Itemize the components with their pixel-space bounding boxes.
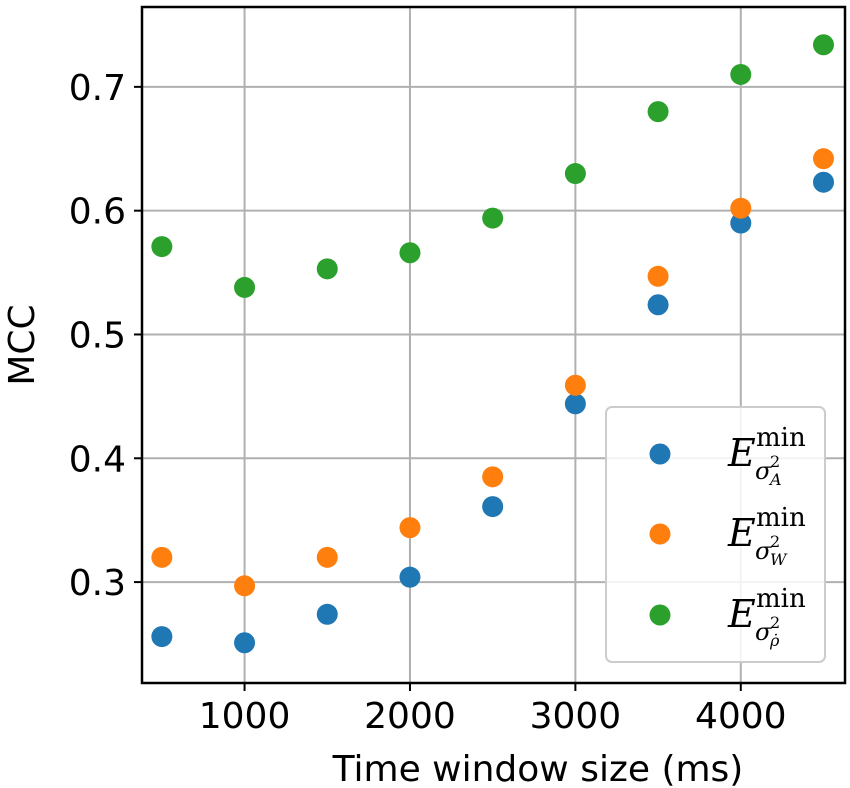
axis-ticks: 1000 2000 3000 4000 0.3 0.4 0.5 0.6 0.7 — [69, 68, 787, 737]
data-point-series-2 — [316, 546, 338, 568]
y-tick-label: 0.3 — [69, 563, 126, 604]
data-point-series-2 — [564, 374, 586, 396]
data-point-series-2 — [234, 575, 256, 597]
axes-frame — [140, 5, 847, 685]
data-point-series-3 — [812, 34, 834, 56]
data-point-series-3 — [234, 276, 256, 298]
data-point-series-2 — [151, 546, 173, 568]
data-point-series-3 — [647, 101, 669, 123]
legend-box — [605, 406, 826, 663]
data-point-series-2 — [399, 517, 421, 539]
y-tick-label: 0.5 — [69, 315, 126, 356]
data-point-series-3 — [730, 63, 752, 85]
data-point-series-3 — [316, 258, 338, 280]
y-tick-label: 0.6 — [69, 192, 126, 233]
x-tick-label: 4000 — [695, 696, 787, 737]
data-point-series-1 — [234, 632, 256, 654]
data-point-series-3 — [482, 207, 504, 229]
legend-label-base: E — [727, 592, 756, 636]
x-tick-label: 3000 — [530, 696, 622, 737]
legend-label-base: E — [727, 511, 756, 555]
legend-label-superscript: min — [756, 584, 806, 614]
data-point-series-3 — [399, 242, 421, 264]
legend-label-subscript: σ — [755, 618, 772, 646]
data-point-series-3 — [151, 236, 173, 258]
axes-border — [140, 5, 847, 685]
data-point-series-1 — [812, 171, 834, 193]
data-point-series-2 — [730, 197, 752, 219]
y-tick-label: 0.4 — [69, 439, 126, 480]
x-tick-label: 1000 — [199, 696, 291, 737]
data-point-series-1 — [316, 603, 338, 625]
legend-marker — [649, 523, 671, 545]
data-point-series-2 — [647, 265, 669, 287]
legend-label-subscript: σ — [755, 457, 772, 485]
legend-label-base: E — [727, 431, 756, 475]
data-point-series-2 — [812, 148, 834, 170]
x-tick-label: 2000 — [364, 696, 456, 737]
legend-label-subscript-subscript: W — [770, 550, 788, 569]
data-point-series-1 — [482, 496, 504, 518]
data-point-series-1 — [730, 212, 752, 234]
data-point-series-1 — [647, 294, 669, 316]
legend-label-subscript-superscript: 2 — [770, 532, 780, 551]
legend-label-superscript: min — [756, 423, 806, 453]
y-axis-label: MCC — [2, 304, 43, 385]
data-points — [151, 34, 834, 654]
legend-label-subscript-subscript: ρ̇ — [769, 631, 780, 650]
legend-label-superscript: min — [756, 503, 806, 533]
data-point-series-1 — [399, 566, 421, 588]
data-point-series-1 — [564, 393, 586, 415]
legend-label-subscript-subscript: A — [768, 470, 782, 489]
y-tick-label: 0.7 — [69, 68, 126, 109]
data-point-series-3 — [564, 163, 586, 185]
legend-label-subscript-superscript: 2 — [770, 613, 780, 632]
legend-label-subscript-superscript: 2 — [770, 452, 780, 471]
x-axis-label: Time window size (ms) — [332, 749, 744, 788]
grid-lines — [142, 7, 845, 683]
legend-label-subscript: σ — [755, 537, 772, 565]
data-point-series-1 — [151, 626, 173, 648]
legend-marker — [649, 604, 671, 626]
data-point-series-2 — [482, 466, 504, 488]
legend-marker — [649, 443, 671, 465]
